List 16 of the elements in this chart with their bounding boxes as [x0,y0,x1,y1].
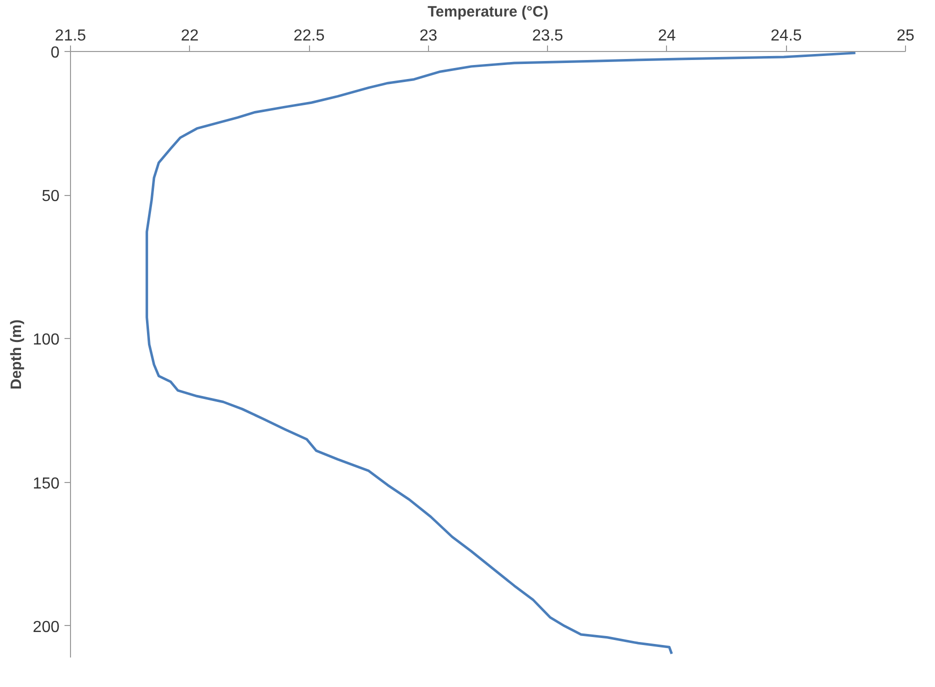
line-series [146,52,857,656]
x-tick-label: 24.5 [770,28,802,44]
y-tick-label: 0 [50,44,60,62]
x-tick-label: 23 [419,28,438,44]
x-tick-label: 24 [658,28,676,44]
x-tick-label: 22.5 [294,28,325,44]
y-axis-title: Depth (m) [8,319,25,390]
y-tick-label: 150 [32,475,60,492]
y-tick-label: 50 [42,188,60,206]
y-tick-label: 200 [32,618,60,636]
x-tick-label: 21.5 [54,28,86,44]
x-tick-label: 25 [896,28,914,44]
x-tick-label: 23.5 [532,28,564,44]
x-tick-label: 22 [180,28,199,44]
x-axis-title: Temperature (°C) [428,4,548,20]
y-tick-label: 100 [32,332,60,349]
